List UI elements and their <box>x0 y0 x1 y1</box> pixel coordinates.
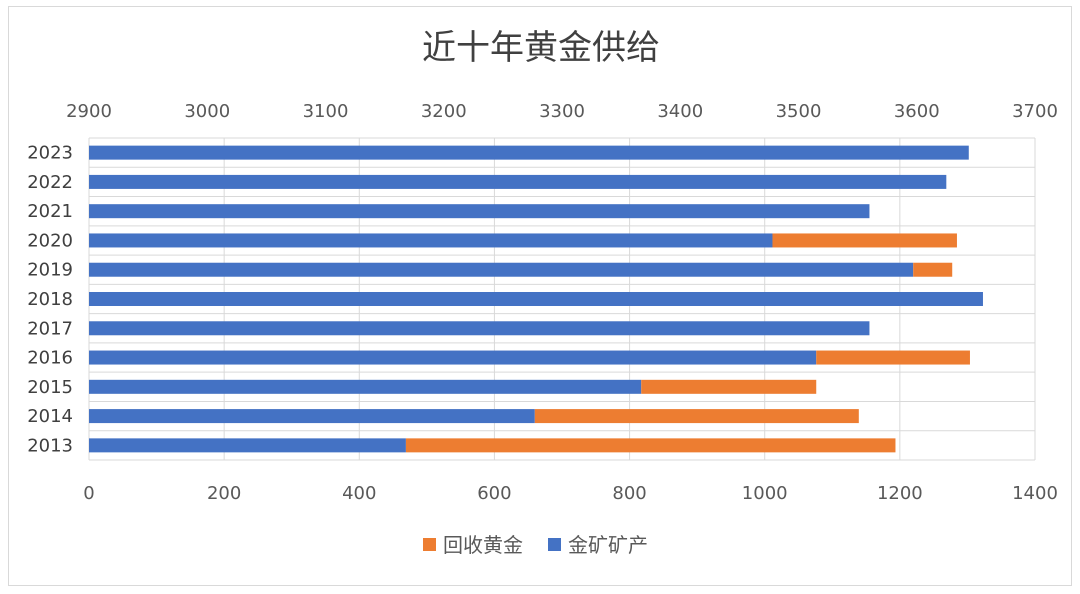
bar-segment-mining <box>89 204 870 219</box>
category-label: 2016 <box>27 348 73 369</box>
legend-label: 回收黄金 <box>443 533 523 557</box>
gridlines <box>88 137 1036 461</box>
bar-segment-mining <box>89 379 642 394</box>
bar-segment-mining <box>89 145 969 160</box>
bar-segment-mining <box>89 321 870 336</box>
chart-svg: 近十年黄金供给 2900 3000 3100 3200 3300 3400 3500 3600… <box>27 28 1058 557</box>
chart-frame: 近十年黄金供给 2900 3000 3100 3200 3300 3400 3500 3600… <box>8 6 1072 586</box>
bottom-tick-label: 600 <box>477 483 511 504</box>
top-tick-label: 3700 <box>1012 101 1058 122</box>
category-label: 2020 <box>27 230 73 251</box>
bar-segment-recycled <box>913 262 953 277</box>
bar-segment-recycled <box>405 438 896 453</box>
bars <box>89 145 983 453</box>
top-tick-label: 3300 <box>539 101 585 122</box>
chart-title: 近十年黄金供给 <box>422 28 660 68</box>
bottom-tick-label: 1000 <box>742 483 788 504</box>
bottom-tick-label: 0 <box>83 483 94 504</box>
legend-swatch <box>548 538 561 551</box>
top-tick-label: 2900 <box>66 101 112 122</box>
bar-segment-mining <box>89 438 406 453</box>
bottom-tick-label: 1200 <box>877 483 923 504</box>
bar-segment-mining <box>89 409 535 424</box>
top-tick-label: 3100 <box>303 101 349 122</box>
category-label: 2019 <box>27 260 73 281</box>
bar-segment-recycled <box>534 409 859 424</box>
bar-segment-mining <box>89 350 817 365</box>
top-tick-label: 3400 <box>657 101 703 122</box>
category-label: 2017 <box>27 318 73 339</box>
bar-segment-recycled <box>641 379 817 394</box>
category-label: 2014 <box>27 406 73 427</box>
top-tick-label: 3200 <box>421 101 467 122</box>
legend-label: 金矿矿产 <box>568 533 648 557</box>
top-tick-label: 3600 <box>894 101 940 122</box>
legend: 回收黄金 金矿矿产 <box>423 533 648 557</box>
bottom-tick-label: 800 <box>612 483 646 504</box>
category-label: 2022 <box>27 172 73 193</box>
category-label: 2021 <box>27 201 73 222</box>
top-tick-label: 3500 <box>776 101 822 122</box>
bar-segment-recycled <box>772 233 957 248</box>
bar-segment-mining <box>89 292 983 306</box>
bottom-tick-label: 200 <box>207 483 241 504</box>
secondary-axis-ticks: 2900 3000 3100 3200 3300 3400 3500 3600 3700 <box>66 101 1058 122</box>
category-label: 2018 <box>27 289 73 310</box>
bar-segment-mining <box>89 174 947 189</box>
category-label: 2013 <box>27 435 73 456</box>
category-label: 2023 <box>27 143 73 164</box>
bottom-tick-label: 400 <box>342 483 376 504</box>
legend-swatch <box>423 538 436 551</box>
category-labels: 2023 2022 2021 2020 2019 2018 2017 2016 2015 2014… <box>27 143 73 457</box>
top-tick-label: 3000 <box>184 101 230 122</box>
bar-segment-recycled <box>816 350 970 365</box>
bar-segment-mining <box>89 233 773 248</box>
primary-axis-ticks: 0 200 400 600 800 1000 1200 1400 <box>83 483 1058 504</box>
bottom-tick-label: 1400 <box>1012 483 1058 504</box>
bar-segment-mining <box>89 262 914 277</box>
category-label: 2015 <box>27 377 73 398</box>
